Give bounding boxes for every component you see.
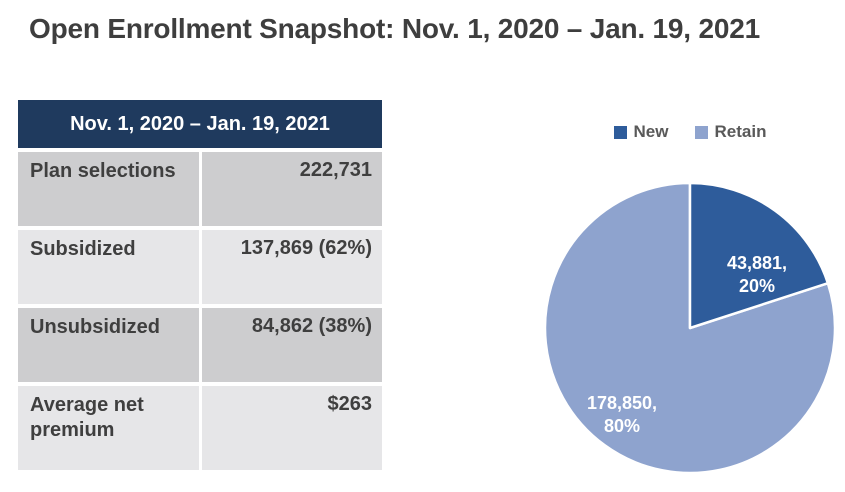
row-value: 137,869 (62%) [202,230,382,304]
page-title: Open Enrollment Snapshot: Nov. 1, 2020 –… [29,13,760,44]
legend-label-new: New [633,122,669,141]
row-value: $263 [202,386,382,470]
legend-item-retain: Retain [694,122,767,142]
legend-swatch-new-icon [613,125,627,139]
pie-chart [545,183,835,473]
table-row: Unsubsidized 84,862 (38%) [18,308,382,382]
row-label: Unsubsidized [18,308,199,382]
row-value: 222,731 [202,152,382,226]
table-header: Nov. 1, 2020 – Jan. 19, 2021 [18,100,382,148]
pie-slice-new [688,183,830,330]
legend-label-retain: Retain [714,122,767,141]
legend-swatch-retain-icon [694,125,708,139]
pie-legend: New Retain [545,122,835,142]
pie-data-label-new: 43,881, 20% [726,253,788,297]
pie-data-label-retain: 178,850, 80% [586,393,658,437]
table-row: Average net premium $263 [18,386,382,470]
row-label: Plan selections [18,152,199,226]
stats-table: Nov. 1, 2020 – Jan. 19, 2021 Plan select… [18,100,382,470]
row-label: Subsidized [18,230,199,304]
table-row: Subsidized 137,869 (62%) [18,230,382,304]
table-row: Plan selections 222,731 [18,152,382,226]
legend-item-new: New [613,122,669,142]
row-label: Average net premium [18,386,199,470]
row-value: 84,862 (38%) [202,308,382,382]
